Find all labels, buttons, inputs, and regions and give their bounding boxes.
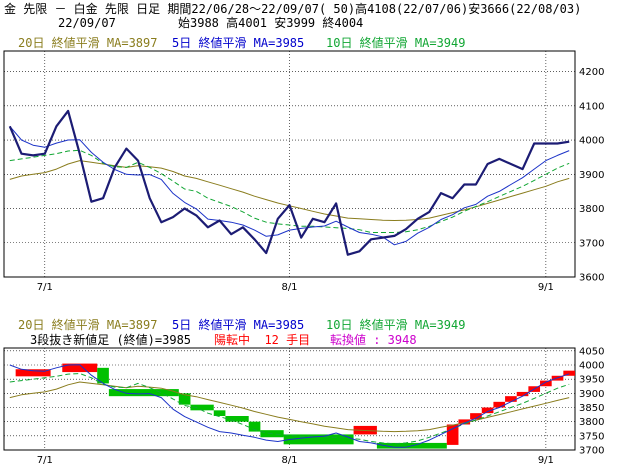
new-price-bar: [283, 434, 354, 445]
y-tick-label: 3950: [579, 375, 604, 386]
last-date: 22/09/07: [58, 16, 116, 30]
new-price-bar: [458, 419, 471, 425]
price-panel-frame: [3, 50, 576, 278]
series-line-ma10: [9, 149, 570, 233]
new-price-bar: [493, 401, 506, 408]
new-price-bar: [108, 389, 179, 397]
new-price-bar: [540, 380, 552, 387]
y-tick-label: 4200: [579, 67, 604, 78]
new-price-bar: [225, 416, 249, 422]
new-price-bar: [505, 396, 517, 402]
legend-ma10-top: 10日 終値平滑 MA=3949: [326, 36, 466, 50]
x-tick-label: 8/1: [281, 282, 297, 293]
new-price-panel: 3700 3750 3800 3850 3900 3950 4000 4050 7/1 8/1 9/…: [3, 346, 604, 466]
y-tick-label: 3850: [579, 403, 604, 414]
y-tick-label: 4100: [579, 101, 604, 112]
series-line-終値: [8, 109, 570, 256]
new-price-bar: [213, 410, 226, 416]
y-tick-label: 3700: [579, 238, 604, 249]
legend-signal-status: 陽転中 12 手目: [214, 333, 311, 347]
x-tick-label: 8/1: [281, 455, 297, 466]
new-price-bar: [15, 369, 51, 377]
y-tick-label: 4050: [579, 346, 604, 357]
y-tick-label: 3900: [579, 170, 604, 181]
y-tick-label: 4000: [579, 136, 604, 147]
y-tick-label: 3900: [579, 389, 604, 400]
series-line-ma5: [9, 364, 570, 448]
new-price-bar: [446, 424, 459, 445]
legend-signal-reversal: 転換値 : 3948: [330, 333, 417, 347]
y-tick-label: 4000: [579, 361, 604, 372]
new-price-bar: [470, 413, 482, 420]
legend-ma20-bottom: 20日 終値平滑 MA=3897: [18, 318, 158, 332]
y-tick-label: 3800: [579, 417, 604, 428]
new-price-bar: [248, 421, 261, 432]
new-price-bar: [178, 393, 191, 405]
new-price-bar: [563, 370, 575, 376]
x-tick-label: 7/1: [37, 282, 53, 293]
y-tick-label: 3800: [579, 204, 604, 215]
x-tick-label: 9/1: [538, 455, 554, 466]
y-tick-label: 3750: [579, 431, 604, 442]
series-line-ma5: [9, 125, 570, 246]
new-price-bar: [481, 407, 494, 414]
series-line-ma10: [9, 373, 570, 445]
x-tick-label: 9/1: [538, 282, 554, 293]
y-tick-label: 3600: [579, 273, 604, 284]
new-price-bar: [516, 391, 529, 397]
new-price-bar: [190, 404, 214, 411]
x-tick-label: 7/1: [37, 455, 53, 466]
new-price-bar: [62, 363, 98, 373]
legend-ma20-top: 20日 終値平滑 MA=3897: [18, 36, 158, 50]
legend-ma5-top: 5日 終値平滑 MA=3985: [172, 36, 305, 50]
legend-ma10-bottom: 10日 終値平滑 MA=3949: [326, 318, 466, 332]
price-panel: 3600 3700 3800 3900 4000 4100 4200 7/1 8/1 9/1: [3, 50, 604, 293]
new-price-bar: [97, 367, 109, 384]
y-tick-label: 3700: [579, 446, 604, 457]
legend-signal-value: 3段抜き新値足 (終値)=3985: [30, 333, 192, 347]
legend-ma5-bottom: 5日 終値平滑 MA=3985: [172, 318, 305, 332]
ohlc-values: 始3988 高4001 安3999 終4004: [178, 16, 364, 30]
chart-title: 金 先限 － 白金 先限 日足 期間22/06/28～22/09/07( 50)…: [4, 2, 582, 16]
